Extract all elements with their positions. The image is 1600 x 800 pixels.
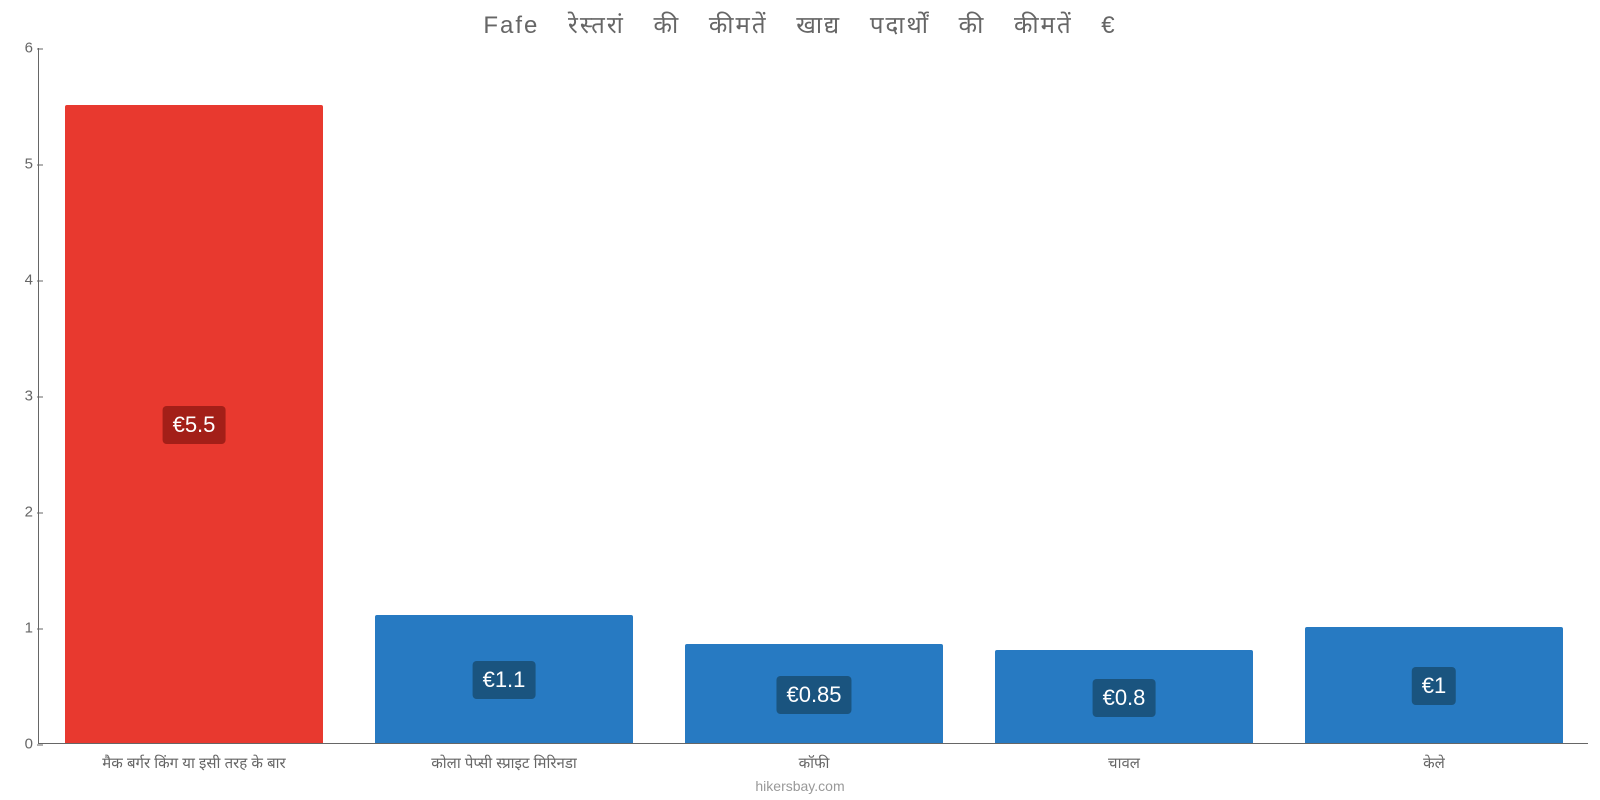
plot-area: 0123456€5.5मैक बर्गर किंग या इसी तरह के … [38,48,1588,744]
x-axis-label: कोला पेप्सी स्प्राइट मिरिनडा [431,753,577,773]
bar-value-label: €5.5 [163,406,226,444]
bar-value-label: €0.85 [776,676,851,714]
price-bar-chart: Fafe रेस्तरां की कीमतें खाद्य पदार्थों क… [0,0,1600,800]
y-axis-tick: 1 [9,620,33,637]
x-axis-label: केले [1423,753,1445,773]
x-axis-label: कॉफी [799,753,830,773]
y-axis-tick: 2 [9,504,33,521]
bar-value-label: €0.8 [1093,679,1156,717]
x-axis-label: मैक बर्गर किंग या इसी तरह के बार [102,753,285,773]
bar-value-label: €1.1 [473,661,536,699]
credit-text: hikersbay.com [0,778,1600,794]
y-axis-tick: 3 [9,388,33,405]
y-axis-tick: 5 [9,156,33,173]
y-axis-tick: 4 [9,272,33,289]
y-axis-tick: 6 [9,40,33,57]
x-axis-label: चावल [1108,753,1140,773]
y-axis-tick: 0 [9,736,33,753]
chart-title: Fafe रेस्तरां की कीमतें खाद्य पदार्थों क… [0,8,1600,41]
bar-value-label: €1 [1412,667,1456,705]
